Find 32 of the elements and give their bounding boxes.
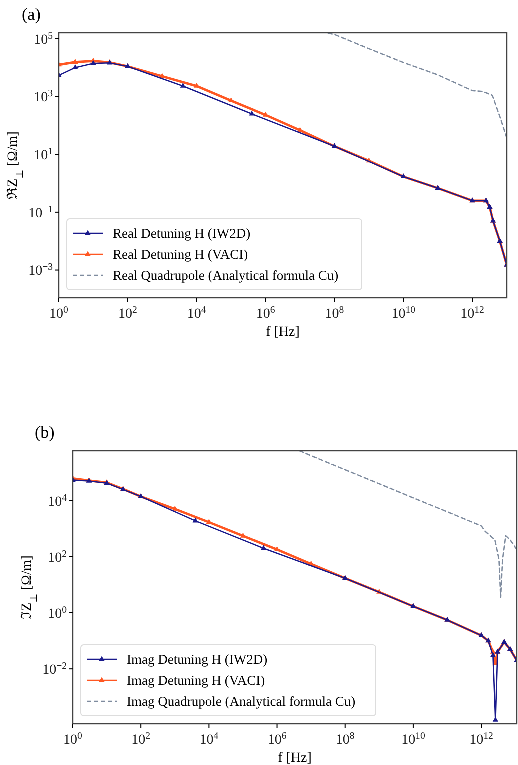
legend-label: Real Detuning H (IW2D) — [113, 226, 251, 242]
x-axis-title: f [Hz] — [266, 325, 300, 340]
x-tick-label: 10$^{4}$ — [187, 304, 206, 322]
chart-title: (b) — [35, 423, 55, 442]
y-tick-label: 10$^{1}$ — [34, 146, 54, 164]
x-tick-label: 10$^{4}$ — [200, 730, 219, 748]
legend-label: Imag Quadrupole (Analytical formula Cu) — [127, 694, 356, 710]
legend-label: Imag Detuning H (IW2D) — [127, 652, 268, 668]
x-tick-label: 10$^{8}$ — [336, 730, 355, 748]
x-tick-label: 10$^{12}$ — [470, 730, 494, 748]
y-tick-label: 10$^{−2}$ — [42, 660, 68, 678]
x-tick-label: 10$^{8}$ — [325, 304, 344, 322]
y-tick-label: 10$^{0}$ — [48, 604, 68, 622]
x-tick-label: 10$^{10}$ — [392, 304, 416, 322]
legend-label: Real Detuning H (VACI) — [113, 247, 248, 262]
x-tick-label: 10$^{0}$ — [64, 730, 83, 748]
y-tick-label: 10$^{−3}$ — [28, 262, 54, 280]
x-tick-label: 10$^{6}$ — [268, 730, 287, 748]
x-tick-label: 10$^{2}$ — [118, 304, 138, 322]
y-tick-label: 10$^{4}$ — [48, 492, 68, 510]
x-tick-label: 10$^{6}$ — [256, 304, 276, 322]
legend-label: Real Quadrupole (Analytical formula Cu) — [113, 268, 339, 284]
legend-label: Imag Detuning H (VACI) — [127, 673, 266, 688]
y-tick-label: 10$^{2}$ — [48, 548, 68, 566]
x-tick-label: 10$^{10}$ — [402, 730, 426, 748]
x-tick-label: 10$^{2}$ — [132, 730, 151, 748]
chart-title: (a) — [22, 5, 41, 24]
x-axis-title: f [Hz] — [278, 751, 312, 765]
y-tick-label: 10$^{−1}$ — [28, 204, 54, 222]
x-tick-label: 10$^{12}$ — [460, 304, 485, 322]
y-tick-label: 10$^{3}$ — [34, 88, 54, 106]
y-tick-label: 10$^{5}$ — [34, 30, 54, 48]
